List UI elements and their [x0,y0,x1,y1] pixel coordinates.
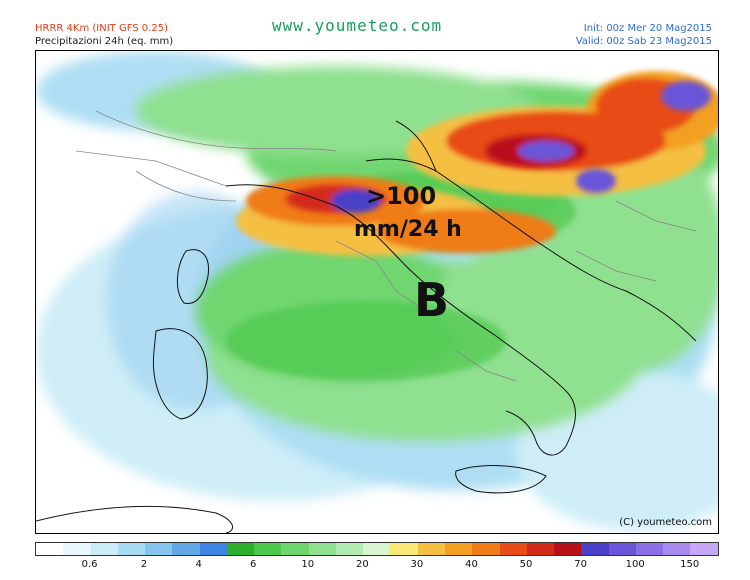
legend-tick-label: 50 [519,559,533,570]
legend-swatch [90,543,118,555]
legend-swatch [444,543,473,555]
legend-swatch [690,543,718,555]
legend-swatch [417,543,445,555]
legend-swatch [554,543,582,555]
legend-tick-label: 4 [195,559,202,570]
legend-swatch [663,543,691,555]
legend-swatch [581,543,609,555]
legend-swatch [63,543,91,555]
legend-swatch [254,543,282,555]
low-pressure-label: B [414,273,450,327]
legend-swatch [308,543,336,555]
init-time: Init: 00z Mer 20 Mag2015 [583,23,712,34]
legend-swatch [117,543,146,555]
legend-swatch [390,543,418,555]
legend-swatch [608,543,636,555]
legend-tick-label: 0.6 [81,559,98,570]
legend-tick-label: 70 [574,559,587,570]
map-canvas [36,51,718,533]
copyright: (C) youmeteo.com [619,517,712,528]
legend-ticks: 0.6 2 4 6 10 20 30 40 50 70 100 150 [35,559,719,573]
legend-swatch [36,543,64,555]
color-legend [35,542,719,556]
rainfall-annotation-value: >100 [366,182,437,210]
legend-swatch [335,543,364,555]
legend-tick-label: 40 [465,559,478,570]
legend-swatch [635,543,664,555]
site-name: www.youmeteo.com [272,16,443,35]
legend-tick-label: 150 [680,559,700,570]
legend-swatch [363,543,391,555]
legend-tick-label: 100 [625,559,645,570]
variable-title: Precipitazioni 24h (eq. mm) [35,36,174,47]
legend-tick-label: 2 [140,559,148,570]
header-left: HRRR 4Km (INIT GFS 0.25) Precipitazioni … [35,22,173,48]
legend-swatch [145,543,173,555]
legend-swatch [199,543,227,555]
legend-tick-label: 10 [301,559,315,570]
legend-tick-label: 20 [355,559,369,570]
header-right: Init: 00z Mer 20 Mag2015 Valid: 00z Sab … [576,22,712,48]
legend-swatch [472,543,500,555]
rainfall-annotation-unit: mm/24 h [354,217,462,242]
precipitation-map: >100 mm/24 h B (C) youmeteo.com [35,50,719,534]
legend-swatch [226,543,255,555]
valid-time: Valid: 00z Sab 23 Mag2015 [575,36,712,47]
legend-tick-label: 6 [250,559,257,570]
legend-swatch [172,543,200,555]
legend-swatch [499,543,527,555]
legend-swatch [281,543,309,555]
model-title: HRRR 4Km (INIT GFS 0.25) [35,23,168,34]
legend-tick-label: 30 [410,559,424,570]
legend-swatch [526,543,555,555]
